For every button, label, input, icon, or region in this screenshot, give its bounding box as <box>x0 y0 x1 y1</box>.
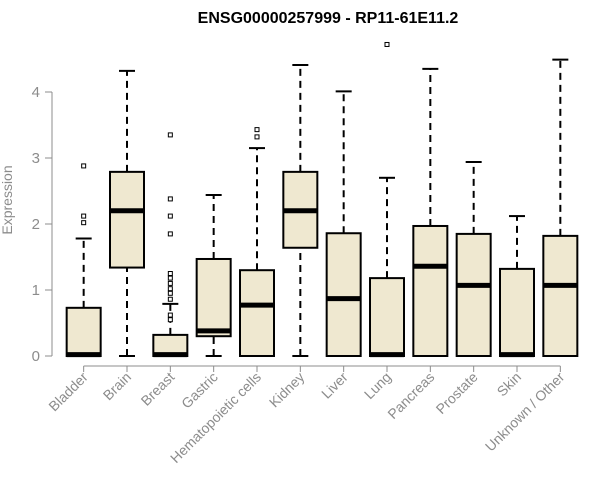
y-tick-label: 2 <box>32 216 40 233</box>
box-iqr <box>412 224 449 357</box>
box-iqr <box>369 277 405 357</box>
outlier-point <box>167 317 173 323</box>
outlier-point <box>167 290 173 296</box>
x-tick-label: Liver <box>318 369 351 402</box>
box-lung <box>369 41 405 358</box>
box-iqr <box>325 232 362 358</box>
outlier-point <box>167 271 173 276</box>
x-tick-label: Breast <box>138 369 178 409</box>
box-iqr <box>542 234 579 358</box>
outlier-point <box>167 132 173 138</box>
box-skin <box>499 215 535 358</box>
x-tick-label: Brain <box>100 369 134 403</box>
x-tick-label: Lung <box>361 369 394 402</box>
box-iqr <box>499 267 535 358</box>
outlier-point <box>384 41 390 47</box>
box-unknown-other <box>542 58 579 358</box>
box-hematopoietic-cells <box>239 127 275 358</box>
box-brain <box>109 69 145 357</box>
outlier-point <box>254 127 260 133</box>
x-tick-label: Prostate <box>433 369 481 417</box>
y-tick-label: 1 <box>32 282 40 299</box>
x-tick-label: Unknown / Other <box>482 369 568 455</box>
y-tick-label: 3 <box>32 150 40 167</box>
outlier-point <box>167 312 173 318</box>
x-tick-label: Bladder <box>45 369 91 415</box>
box-bladder <box>65 163 102 358</box>
outlier-point <box>81 213 87 219</box>
x-tick-label: Skin <box>494 369 525 400</box>
box-iqr <box>195 257 232 338</box>
x-tick-label: Gastric <box>178 369 221 412</box>
outlier-point <box>167 196 173 202</box>
outlier-point <box>167 275 173 281</box>
box-iqr <box>109 170 145 269</box>
y-tick-label: 0 <box>32 348 40 365</box>
box-gastric <box>195 193 232 357</box>
y-axis: 0 1 2 3 4 <box>32 84 53 365</box>
outlier-point <box>167 296 173 302</box>
x-tick-label: Pancreas <box>384 369 437 422</box>
box-liver <box>325 90 362 358</box>
outlier-point <box>167 280 173 286</box>
y-tick-label: 4 <box>32 84 40 101</box>
box-iqr <box>239 269 275 358</box>
box-pancreas <box>412 67 449 357</box>
box-iqr <box>65 306 102 358</box>
outlier-point <box>254 134 260 140</box>
outlier-point <box>167 213 173 219</box>
x-tick-label: Kidney <box>266 369 308 411</box>
chart-title: ENSG00000257999 - RP11-61E11.2 <box>198 10 459 27</box>
outlier-point <box>167 286 173 292</box>
y-axis-label: Expression <box>0 165 15 234</box>
box-iqr <box>455 232 492 357</box>
boxes-group <box>65 41 579 358</box>
outlier-point <box>81 220 87 226</box>
box-breast <box>152 132 189 358</box>
outlier-point <box>81 163 87 169</box>
outlier-point <box>167 231 173 237</box>
box-prostate <box>455 160 492 357</box>
box-kidney <box>282 63 319 357</box>
